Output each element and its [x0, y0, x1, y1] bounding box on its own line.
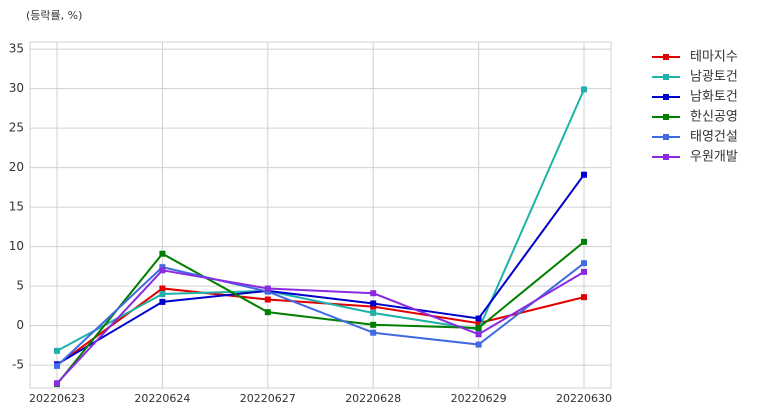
legend-marker	[663, 134, 669, 140]
y-tick-label: 20	[9, 160, 24, 174]
point-marker	[54, 362, 60, 369]
series-line	[56, 287, 585, 366]
point-marker	[475, 315, 482, 322]
legend-marker	[663, 74, 669, 80]
x-tick-label: 20220628	[345, 392, 401, 405]
x-tick-label: 20220630	[556, 392, 612, 405]
point-marker	[475, 341, 482, 348]
y-tick-label: -5	[12, 358, 24, 372]
x-tick-label: 20220627	[240, 392, 296, 405]
point-marker	[159, 285, 166, 292]
y-tick-label: 10	[9, 239, 24, 253]
point-marker	[159, 267, 166, 274]
point-marker	[370, 300, 377, 307]
annotation: (등락률, %)	[26, 9, 82, 22]
point-marker	[159, 290, 166, 297]
legend-marker	[663, 54, 669, 60]
y-tick-label: 25	[9, 121, 24, 135]
legend-label: 우원개발	[690, 150, 738, 165]
point-marker	[159, 298, 166, 305]
legend-label: 한신공영	[690, 110, 738, 125]
point-marker	[475, 324, 482, 331]
legend-label: 테마지수	[690, 50, 738, 65]
point-marker	[581, 171, 587, 178]
legend-label: 태영건설	[690, 130, 738, 145]
x-tick-label: 20220629	[451, 392, 507, 405]
point-marker	[54, 347, 60, 354]
legend-label: 남광토건	[690, 70, 738, 85]
point-marker	[370, 321, 377, 328]
point-marker	[264, 285, 271, 292]
point-marker	[264, 309, 271, 316]
point-marker	[581, 238, 587, 245]
point-marker	[370, 290, 377, 297]
point-marker	[581, 294, 587, 301]
y-tick-label: 30	[9, 81, 24, 95]
point-marker	[475, 320, 482, 327]
point-marker	[159, 250, 166, 257]
point-marker	[264, 296, 271, 303]
point-marker	[581, 268, 587, 275]
y-tick-label: 15	[9, 200, 24, 214]
plot-frame	[29, 41, 612, 389]
x-tick-label: 20220624	[134, 392, 190, 405]
point-marker	[264, 288, 271, 295]
point-marker	[159, 264, 166, 271]
legend-marker	[663, 154, 669, 160]
series-line	[56, 262, 585, 367]
point-marker	[370, 309, 377, 316]
y-tick-label: 0	[16, 318, 24, 332]
point-marker	[370, 329, 377, 336]
point-marker	[581, 260, 587, 267]
series-line	[56, 269, 585, 384]
x-tick-label: 20220623	[29, 392, 85, 405]
y-tick-label: 35	[9, 42, 24, 56]
point-marker	[54, 380, 60, 387]
legend-marker	[663, 114, 669, 120]
point-marker	[475, 331, 482, 338]
series-line	[56, 88, 585, 352]
point-marker	[581, 86, 587, 93]
legend-marker	[663, 94, 669, 100]
series-line	[56, 174, 585, 366]
point-marker	[370, 303, 377, 310]
legend-label: 남화토건	[690, 90, 738, 105]
y-tick-label: 5	[16, 279, 24, 293]
series-line	[56, 241, 585, 385]
